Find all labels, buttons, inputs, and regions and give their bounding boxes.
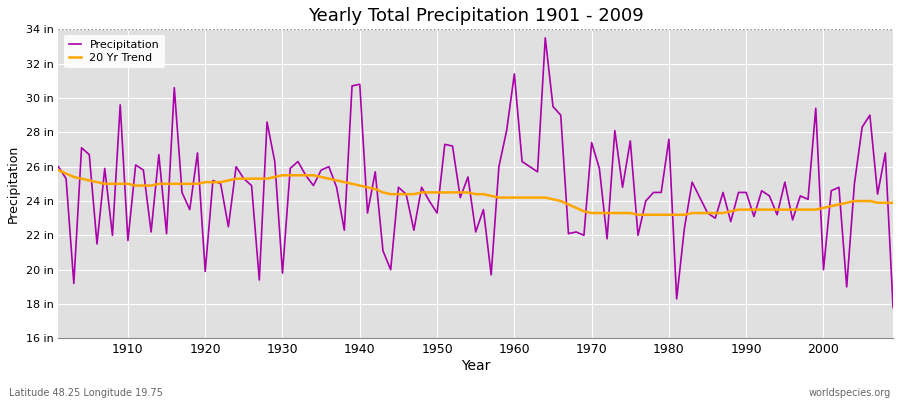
20 Yr Trend: [331, 178, 342, 183]
Title: Yearly Total Precipitation 1901 - 2009: Yearly Total Precipitation 1901 - 2009: [308, 7, 644, 25]
20 Yr Trend: [633, 212, 643, 217]
Line: 20 Yr Trend: 20 Yr Trend: [58, 170, 893, 215]
20 Yr Trend: [602, 211, 613, 216]
X-axis label: Year: Year: [461, 359, 491, 373]
Text: Latitude 48.25 Longitude 19.75: Latitude 48.25 Longitude 19.75: [9, 388, 163, 398]
Precipitation: [509, 72, 520, 76]
20 Yr Trend: [115, 182, 126, 186]
Precipitation: [501, 128, 512, 133]
20 Yr Trend: [509, 195, 520, 200]
Precipitation: [887, 305, 898, 310]
Line: Precipitation: Precipitation: [58, 38, 893, 308]
Precipitation: [115, 102, 126, 107]
Text: worldspecies.org: worldspecies.org: [809, 388, 891, 398]
20 Yr Trend: [53, 168, 64, 172]
Y-axis label: Precipitation: Precipitation: [7, 145, 20, 223]
Precipitation: [331, 185, 342, 190]
Precipitation: [53, 164, 64, 169]
Precipitation: [540, 36, 551, 40]
20 Yr Trend: [887, 200, 898, 205]
20 Yr Trend: [284, 173, 295, 178]
20 Yr Trend: [501, 195, 512, 200]
Precipitation: [609, 128, 620, 133]
Legend: Precipitation, 20 Yr Trend: Precipitation, 20 Yr Trend: [64, 35, 165, 68]
Precipitation: [284, 166, 295, 171]
